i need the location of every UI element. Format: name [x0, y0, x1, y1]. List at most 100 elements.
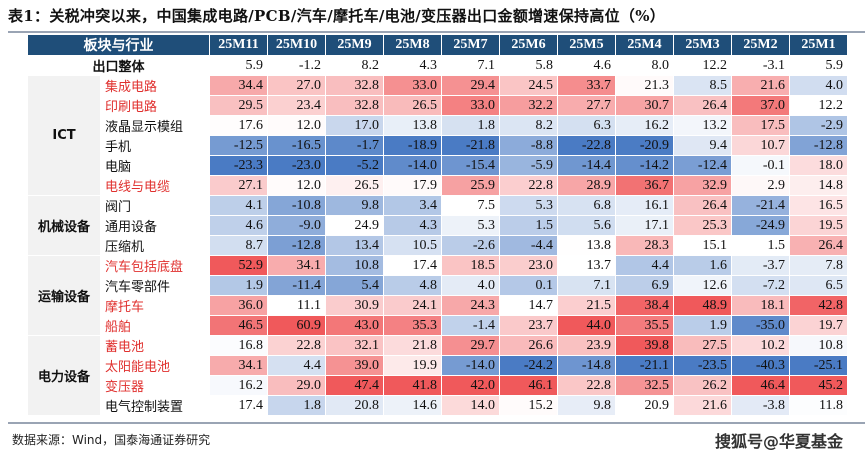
heat-cell: 34.4 [210, 76, 267, 95]
heat-cell: 36.0 [210, 296, 267, 315]
header-sector: 板块与行业 [28, 35, 209, 55]
bottom-divider [8, 422, 865, 424]
heat-cell: 48.9 [674, 296, 731, 315]
heat-cell: 7.8 [790, 256, 847, 275]
heat-cell: 27.7 [558, 96, 615, 115]
table-row: 摩托车 36.0 11.1 30.9 24.1 24.3 14.7 21.5 38.4 48.9 1… [28, 296, 847, 315]
heat-cell: 29.7 [442, 336, 499, 355]
cell-value: 5.8 [535, 57, 554, 73]
heat-cell: 25.9 [442, 176, 499, 195]
heat-cell: -14.2 [616, 156, 673, 175]
cell-value: 4.6 [593, 57, 612, 73]
source-note: 数据来源：Wind，国泰海通证券研究 [12, 433, 211, 447]
heat-cell: 3.4 [384, 196, 441, 215]
heat-cell: 8.2 [500, 116, 557, 135]
heat-cell: -18.9 [384, 136, 441, 155]
header-25M5: 25M5 [558, 35, 615, 55]
table-row: 手机 -12.5 -16.5 -1.7 -18.9 -21.8 -8.8 -22.8 -20.9… [28, 136, 847, 155]
industry-label: 电脑 [101, 156, 209, 175]
heat-cell: 26.5 [326, 176, 383, 195]
heat-cell: 35.5 [616, 316, 673, 335]
heat-cell: 47.4 [326, 376, 383, 395]
heat-cell: 9.8 [558, 396, 615, 415]
table-row: 船舶 46.5 60.9 43.0 35.3 -1.4 23.7 44.0 35.5 1.9 -35… [28, 316, 847, 335]
heat-cell: 27.0 [268, 76, 325, 95]
cell-value: -3.1 [762, 57, 785, 73]
heat-cell: 23.4 [268, 96, 325, 115]
industry-label: 船舶 [101, 316, 209, 335]
heat-cell: 18.5 [442, 256, 499, 275]
heat-cell: 26.4 [674, 96, 731, 115]
heat-cell: 46.4 [732, 376, 789, 395]
heat-cell: 4.6 [210, 216, 267, 235]
heat-cell: 26.4 [790, 236, 847, 255]
heat-cell: -12.4 [674, 156, 731, 175]
heat-cell: -20.9 [616, 136, 673, 155]
heat-cell: -23.5 [674, 356, 731, 375]
heat-cell: 1.6 [674, 256, 731, 275]
heat-cell: 37.0 [732, 96, 789, 115]
heat-cell: 27.5 [674, 336, 731, 355]
heat-cell: 35.3 [384, 316, 441, 335]
table-row: 汽车零部件 1.9 -11.4 5.4 4.8 4.0 0.1 7.1 6.9 12.6 -7.2 6… [28, 276, 847, 295]
header-25M1: 25M1 [790, 35, 847, 55]
cell-value: 5.9 [245, 57, 264, 73]
table-row: 运输设备 汽车包括底盘 52.9 34.1 10.8 17.4 18.5 23.0 13.7 4.… [28, 256, 847, 335]
heat-cell: -21.8 [442, 136, 499, 155]
heat-cell: 32.1 [326, 336, 383, 355]
heat-cell: 13.2 [674, 116, 731, 135]
heat-cell: 28.9 [558, 176, 615, 195]
heat-cell: 21.6 [674, 396, 731, 415]
industry-label: 汽车包括底盘 [101, 256, 209, 275]
header-25M7: 25M7 [442, 35, 499, 55]
heat-cell: -1.7 [326, 136, 383, 155]
heat-cell: -35.0 [732, 316, 789, 335]
heat-cell: 60.9 [268, 316, 325, 335]
heat-cell: 22.8 [268, 336, 325, 355]
heat-cell: 13.8 [558, 236, 615, 255]
heat-cell: 11.1 [268, 296, 325, 315]
table-title: 表1：关税冲突以来，中国集成电路/PCB/汽车/摩托车/电池/变压器出口金额增速… [8, 7, 666, 25]
heat-cell: 24.1 [384, 296, 441, 315]
header-25M10: 25M10 [268, 35, 325, 55]
heat-cell: -0.1 [732, 156, 789, 175]
heat-cell: 10.2 [732, 336, 789, 355]
table-row: ICT 集成电路 34.4 27.0 32.8 33.0 29.4 24.5 33.7 21.3 8… [28, 76, 847, 195]
heat-cell: 1.9 [674, 316, 731, 335]
heat-cell: 21.6 [732, 76, 789, 95]
heat-cell: 16.2 [616, 116, 673, 135]
heat-cell: 26.5 [384, 96, 441, 115]
heat-cell: -14.8 [558, 356, 615, 375]
heat-cell: 19.7 [790, 316, 847, 335]
heat-cell: 23.7 [500, 316, 557, 335]
cell-value: 8.0 [651, 57, 670, 73]
heat-cell: 1.8 [442, 116, 499, 135]
heat-cell: 4.0 [790, 76, 847, 95]
heat-cell: -14.0 [442, 356, 499, 375]
heat-cell: 20.9 [616, 396, 673, 415]
heat-cell: 46.5 [210, 316, 267, 335]
heat-cell: -2.6 [442, 236, 499, 255]
heat-cell: 14.0 [442, 396, 499, 415]
heat-cell: 2.9 [732, 176, 789, 195]
heat-cell: 17.1 [616, 216, 673, 235]
heat-cell: -5.2 [326, 156, 383, 175]
header-25M2: 25M2 [732, 35, 789, 55]
heat-cell: 24.5 [500, 76, 557, 95]
heat-cell: 16.5 [790, 196, 847, 215]
cell-value: 12.2 [702, 57, 728, 73]
table-row: 电线与电缆 27.1 12.0 26.5 17.9 25.9 22.8 28.9 36.7 32.… [28, 176, 847, 195]
heat-cell: 9.8 [326, 196, 383, 215]
heat-cell: -12.5 [210, 136, 267, 155]
header-25M3: 25M3 [674, 35, 731, 55]
heat-cell: -3.8 [732, 396, 789, 415]
heat-cell: 17.9 [384, 176, 441, 195]
heat-cell: -24.2 [500, 356, 557, 375]
heat-cell: 29.5 [210, 96, 267, 115]
heat-cell: 1.5 [500, 216, 557, 235]
heat-cell: 17.6 [210, 116, 267, 135]
industry-label: 液晶显示模组 [101, 116, 209, 135]
heat-cell: 33.7 [558, 76, 615, 95]
heat-cell: -2.9 [790, 116, 847, 135]
heat-cell: 43.0 [326, 316, 383, 335]
